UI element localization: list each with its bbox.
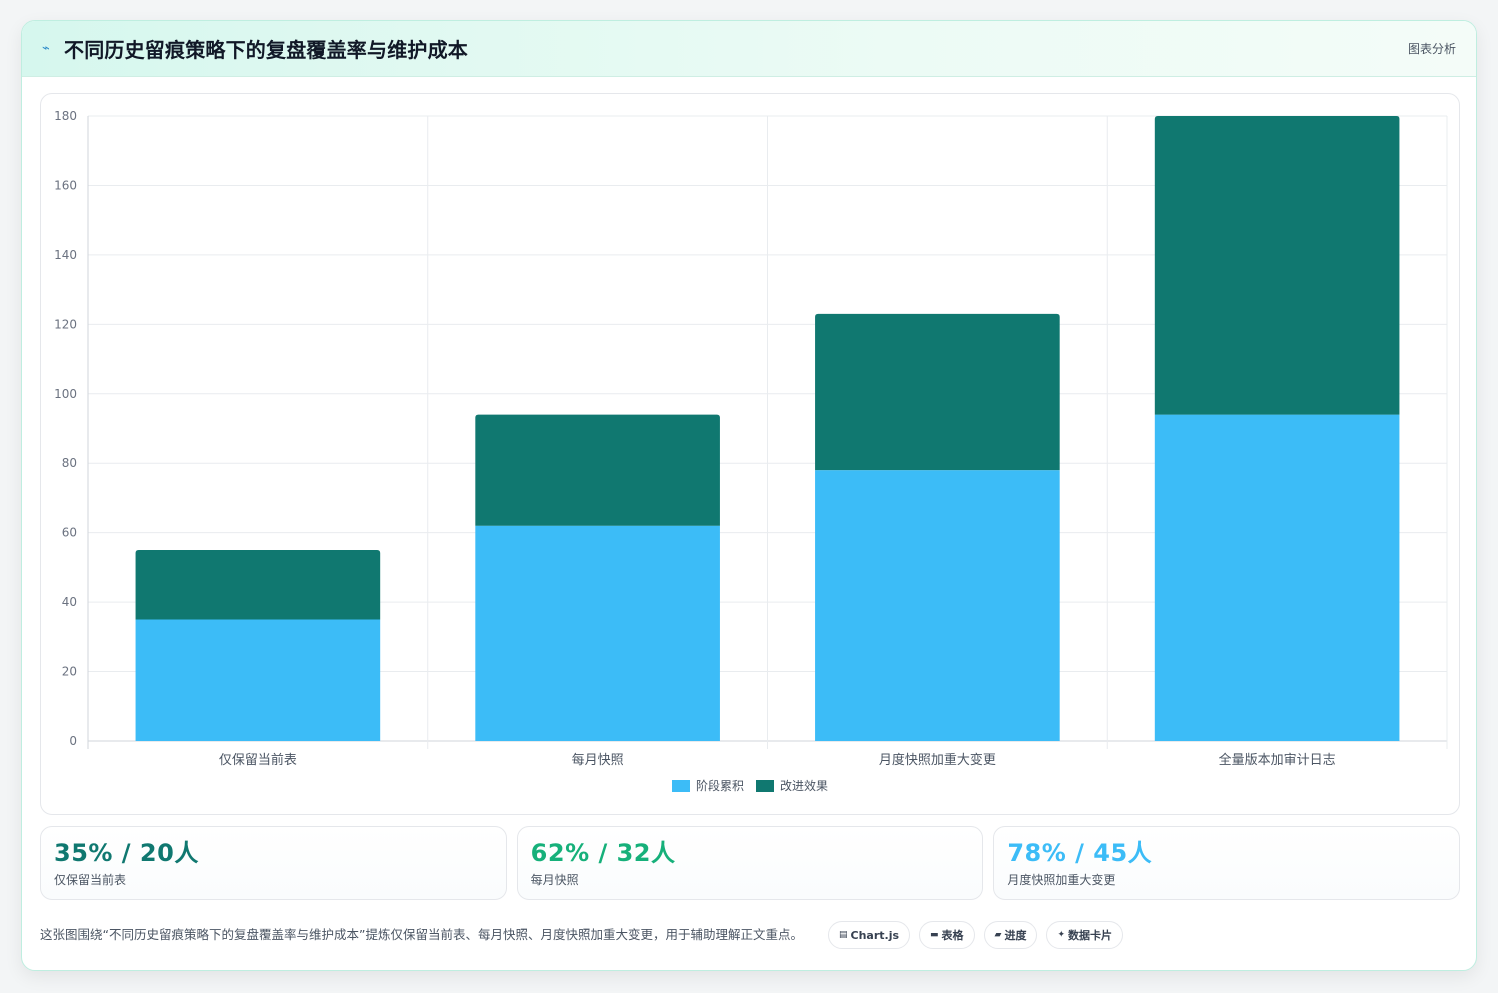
chip-chart[interactable]: ▤ Chart.js (828, 921, 911, 949)
stat-label: 月度快照加重大变更 (1007, 873, 1116, 887)
stat-value: 35% / 20人 (54, 839, 199, 867)
legend-item[interactable]: 改进效果 (756, 777, 828, 794)
bar-stage-cumulative (815, 470, 1060, 741)
progress-icon: ▰ (994, 930, 1002, 940)
legend-swatch (756, 779, 774, 792)
bar-improvement-effect (475, 414, 720, 526)
x-tick-label: 每月快照 (572, 752, 624, 768)
stat-card: 62% / 32人每月快照 (516, 826, 984, 900)
chip-label: 表格 (941, 929, 964, 942)
sparkline-icon: ⌁ (42, 41, 50, 56)
chip-label: Chart.js (850, 928, 900, 942)
y-tick-label: 80 (62, 456, 77, 470)
legend-swatch (671, 779, 690, 792)
chip-progress[interactable]: ▰ 进度 (983, 921, 1038, 949)
chip-sparkle[interactable]: ✦ 数据卡片 (1046, 921, 1124, 949)
y-tick-label: 120 (54, 317, 77, 331)
y-tick-label: 60 (62, 526, 77, 540)
chip-label: 进度 (1004, 929, 1027, 942)
feature-chips: ▤ Chart.js ▬ 表格 ▰ 进度 ✦ 数据卡片 (828, 921, 1124, 949)
y-tick-label: 160 (54, 178, 77, 192)
bar-stage-cumulative (1154, 414, 1400, 741)
bar-improvement-effect (1154, 116, 1400, 415)
stat-label: 每月快照 (530, 873, 579, 887)
chart-panel: ⌁ 不同历史留痕策略下的复盘覆盖率与维护成本 图表分析 0 20 40 60 80 100… (21, 20, 1477, 971)
panel-header: ⌁ 不同历史留痕策略下的复盘覆盖率与维护成本 图表分析 (22, 21, 1476, 77)
table-icon: ▬ (930, 930, 939, 940)
chip-table[interactable]: ▬ 表格 (919, 921, 975, 949)
chart-description: 这张图围绕“不同历史留痕策略下的复盘覆盖率与维护成本”提炼仅保留当前表、每月快照… (40, 927, 803, 942)
stat-value: 62% / 32人 (530, 839, 676, 867)
y-tick-label: 140 (54, 248, 77, 262)
bar-improvement-effect (815, 313, 1060, 471)
chip-label: 数据卡片 (1068, 929, 1113, 942)
chart-container: 0 20 40 60 80 100 120 140 160 180 仅保留当前表 每月快照 月度快照加重… (40, 93, 1460, 815)
legend-label: 改进效果 (780, 779, 829, 793)
x-tick-label: 全量版本加审计日志 (1219, 752, 1336, 768)
y-tick-label: 20 (62, 665, 77, 679)
footer: 这张图围绕“不同历史留痕策略下的复盘覆盖率与维护成本”提炼仅保留当前表、每月快照… (40, 913, 1460, 957)
x-tick-label: 仅保留当前表 (219, 752, 297, 768)
bar-improvement-effect (135, 550, 381, 620)
stacked-bar-chart: 0 20 40 60 80 100 120 140 160 180 仅保留当前表 每月快照 月度快照加重… (54, 109, 1448, 768)
legend-item[interactable]: 阶段累积 (671, 777, 744, 794)
y-tick-label: 180 (54, 109, 77, 123)
y-tick-label: 100 (54, 387, 77, 401)
stat-card: 35% / 20人仅保留当前表 (40, 826, 507, 900)
stat-card: 78% / 45人月度快照加重大变更 (993, 826, 1461, 900)
x-tick-label: 月度快照加重大变更 (879, 752, 996, 768)
sparkle-icon: ✦ (1057, 930, 1066, 940)
legend-label: 阶段累积 (695, 779, 744, 793)
bar-stage-cumulative (135, 619, 381, 741)
bar-stage-cumulative (475, 525, 720, 741)
chart-analysis-tag[interactable]: 图表分析 (1407, 42, 1456, 56)
stat-value: 78% / 45人 (1007, 839, 1153, 867)
y-tick-label: 0 (69, 734, 77, 748)
page-title: 不同历史留痕策略下的复盘覆盖率与维护成本 (64, 38, 468, 62)
chart-icon: ▤ (839, 930, 848, 940)
stat-cards: 35% / 20人 仅保留当前表 62% / 32人 每月快照 78% / 45人 月度快… (40, 826, 1461, 900)
y-tick-label: 40 (62, 595, 77, 609)
stat-label: 仅保留当前表 (54, 873, 127, 887)
chart-legend: 阶段累积 改进效果 (41, 777, 1459, 794)
